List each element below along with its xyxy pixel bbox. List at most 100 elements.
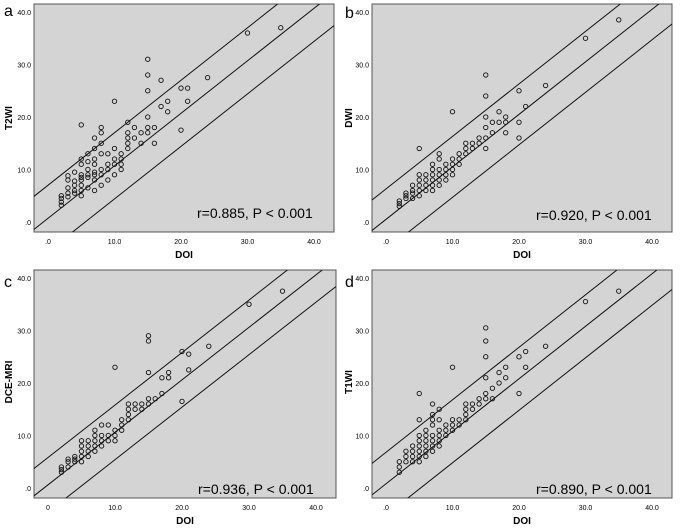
data-point-c <box>72 459 78 465</box>
data-point-d <box>616 288 622 294</box>
data-point-c <box>159 390 165 397</box>
data-point-a <box>178 85 184 91</box>
data-point-b <box>483 145 489 152</box>
data-point-c <box>119 422 125 428</box>
data-point-b <box>423 187 429 194</box>
data-point-d <box>483 338 489 344</box>
data-point-c <box>145 333 152 339</box>
data-point-d <box>403 459 409 465</box>
plot-area-c <box>33 269 337 499</box>
plot-area-a <box>33 3 335 233</box>
data-point-d <box>436 432 442 439</box>
data-point-a <box>138 140 144 146</box>
data-point-c <box>112 432 118 439</box>
data-point-d <box>542 343 549 349</box>
panel-label-b: b <box>345 5 354 22</box>
data-point-d <box>429 432 436 439</box>
data-point-a <box>151 124 158 131</box>
x-tick-label-a: 20.0 <box>174 239 188 246</box>
data-point-a <box>85 151 91 157</box>
data-point-a <box>138 130 144 136</box>
data-point-c <box>92 448 98 454</box>
data-point-b <box>416 177 422 183</box>
data-point-d <box>416 438 422 444</box>
data-point-b <box>483 72 489 78</box>
data-point-a <box>105 177 111 183</box>
data-point-a <box>165 109 171 115</box>
data-point-c <box>179 398 185 405</box>
data-point-b <box>616 17 622 23</box>
data-point-c <box>145 369 152 376</box>
data-point-a <box>71 178 78 184</box>
data-point-b <box>516 135 522 141</box>
data-point-c <box>85 438 91 444</box>
data-point-b <box>409 182 416 188</box>
data-point-b <box>516 88 522 94</box>
data-point-c <box>125 417 132 423</box>
y-tick-label-c: 40.0 <box>17 276 31 283</box>
data-point-d <box>416 417 422 423</box>
data-point-d <box>483 375 489 381</box>
data-point-d <box>423 438 429 444</box>
data-point-c <box>145 401 152 407</box>
data-point-c <box>132 401 138 407</box>
data-point-b <box>476 140 482 146</box>
data-point-a <box>78 187 84 194</box>
data-point-b <box>516 119 522 125</box>
data-point-a <box>111 172 118 178</box>
y-tick-label-b: 10.0 <box>355 168 369 175</box>
data-point-d <box>416 432 422 439</box>
data-point-b <box>429 187 436 194</box>
plot-area-b <box>371 3 673 233</box>
data-point-d <box>443 432 449 439</box>
y-tick-label-b: 30.0 <box>355 63 369 70</box>
data-point-d <box>409 443 416 449</box>
data-point-a <box>85 172 91 178</box>
data-point-b <box>542 82 549 89</box>
x-tick-label-d: 30.0 <box>579 505 593 512</box>
data-point-b <box>396 200 402 207</box>
data-point-a <box>91 172 98 178</box>
data-point-b <box>483 93 489 99</box>
data-point-a <box>118 156 124 162</box>
data-point-b <box>409 195 416 202</box>
data-point-d <box>496 380 502 386</box>
data-point-a <box>145 124 151 131</box>
data-point-d <box>516 390 522 397</box>
data-point-b <box>463 145 469 152</box>
data-point-a <box>65 173 71 179</box>
data-point-c <box>145 396 152 402</box>
data-point-a <box>111 145 118 152</box>
plot-area-d <box>371 269 673 499</box>
panel-c: c DCE-MRI DOI r=0.936, P < 0.001 0 10.0 20… <box>4 269 337 527</box>
data-point-a <box>78 177 84 183</box>
data-point-b <box>469 140 476 146</box>
data-point-a <box>125 140 131 146</box>
data-point-d <box>523 364 529 370</box>
data-point-d <box>416 448 422 454</box>
x-axis-label-a: DOI <box>175 250 193 261</box>
data-point-d <box>463 417 469 423</box>
data-point-d <box>516 354 522 360</box>
panel-label-c: c <box>4 274 12 291</box>
x-tick-label-a: .0 <box>45 239 51 246</box>
data-point-c <box>112 427 118 433</box>
data-point-b <box>436 151 442 157</box>
data-point-b <box>423 177 429 183</box>
data-point-d <box>429 422 436 428</box>
x-axis-label-c: DOI <box>176 516 194 527</box>
data-point-d <box>489 385 496 391</box>
data-point-a <box>91 156 98 162</box>
x-tick-label-c: 40.0 <box>309 505 323 512</box>
x-tick-label-d: 40.0 <box>645 505 659 512</box>
data-point-d <box>436 406 442 412</box>
data-point-d <box>436 438 442 444</box>
data-point-d <box>403 448 409 454</box>
data-point-d <box>463 401 469 407</box>
data-point-b <box>449 172 456 178</box>
y-tick-label-a: 30.0 <box>17 63 31 70</box>
x-axis-label-d: DOI <box>513 516 531 527</box>
data-point-d <box>429 411 436 418</box>
data-point-d <box>409 453 416 460</box>
